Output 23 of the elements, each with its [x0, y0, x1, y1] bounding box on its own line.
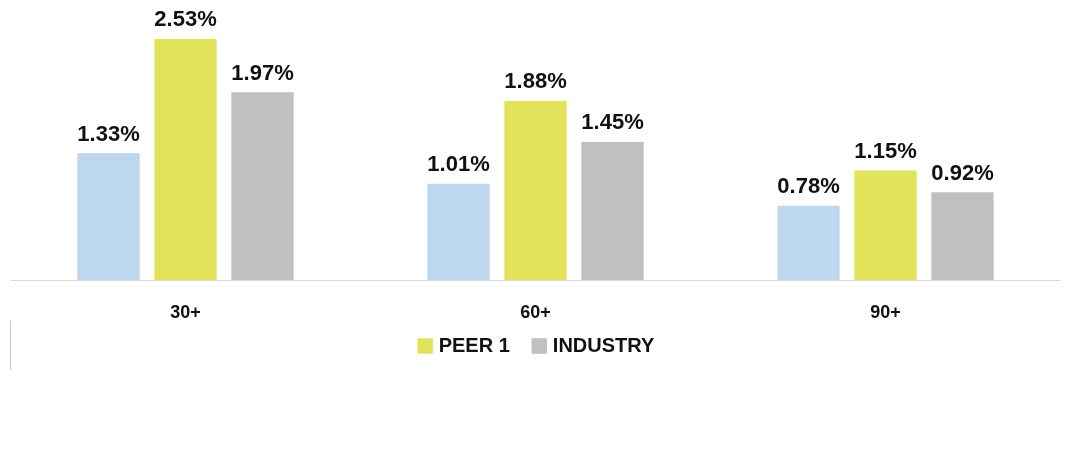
legend-label: INDUSTRY: [552, 333, 655, 357]
x-tick-label: 60+: [520, 301, 551, 322]
data-label: 2.53%: [154, 6, 217, 32]
data-label: 1.45%: [581, 109, 644, 135]
bar: [154, 38, 217, 281]
data-label: 0.92%: [931, 159, 994, 185]
data-label: 0.78%: [777, 173, 840, 199]
x-tick-label: 90+: [870, 301, 901, 322]
data-label: 1.01%: [427, 151, 490, 177]
bar: [77, 153, 140, 281]
bar: [427, 183, 490, 281]
bar: [931, 192, 994, 281]
bar: [777, 205, 840, 281]
data-label: 1.15%: [854, 137, 917, 163]
bar: [581, 141, 644, 281]
data-label: 1.97%: [231, 59, 294, 85]
data-label: 1.88%: [504, 68, 567, 94]
bar: [504, 100, 567, 281]
bar: [854, 170, 917, 281]
bar: [231, 92, 294, 281]
legend-label: PEER 1: [438, 333, 510, 357]
x-tick-label: 30+: [170, 301, 201, 322]
data-label: 1.33%: [77, 120, 140, 146]
